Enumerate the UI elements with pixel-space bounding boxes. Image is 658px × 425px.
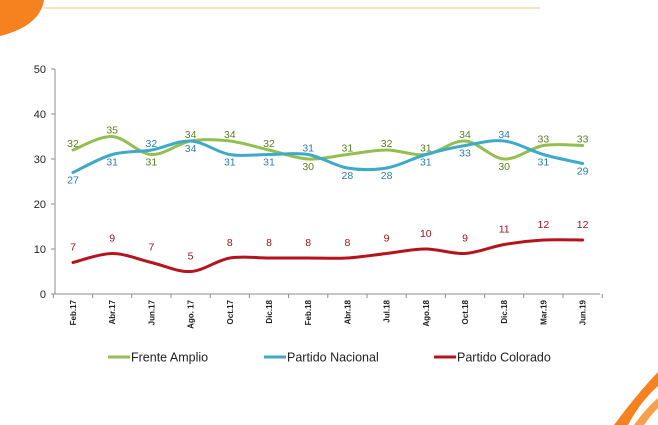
data-label-partido-nacional: 28 — [381, 170, 393, 182]
data-label-frente-amplio: 35 — [106, 125, 118, 137]
x-tick-label: Dic.18 — [265, 299, 274, 323]
data-label-frente-amplio: 31 — [420, 143, 432, 155]
data-label-partido-colorado: 5 — [188, 251, 194, 263]
x-tick-label: Jun.17 — [147, 299, 156, 325]
x-tick-label: Ago. 17 — [187, 299, 196, 328]
corner-accent-top-left — [0, 0, 44, 36]
x-tick-label: Mar.19 — [539, 299, 548, 324]
x-tick-label: Jul.18 — [383, 299, 392, 322]
x-tick-label: Oct.18 — [461, 299, 470, 324]
legend-label-partido-colorado: Partido Colorado — [457, 351, 551, 365]
y-tick-label: 10 — [34, 244, 46, 256]
series-lines — [71, 134, 585, 274]
data-label-partido-colorado: 11 — [499, 224, 510, 236]
legend-label-frente-amplio: Frente Amplio — [131, 351, 208, 365]
series-line-frente-amplio — [71, 134, 585, 161]
x-tick-label: Ago.18 — [422, 299, 431, 326]
data-label-partido-colorado: 8 — [344, 237, 350, 249]
data-label-partido-colorado: 7 — [148, 242, 154, 254]
y-tick-label: 50 — [34, 64, 46, 76]
data-label-frente-amplio: 33 — [577, 134, 589, 146]
legend: Frente Amplio Partido Nacional Partido Col… — [108, 351, 551, 365]
data-label-partido-colorado: 8 — [227, 237, 233, 249]
data-label-frente-amplio: 34 — [224, 129, 236, 141]
data-label-frente-amplio: 31 — [146, 157, 158, 169]
x-tick-label: Jun.19 — [579, 299, 588, 325]
data-label-frente-amplio: 31 — [342, 143, 354, 155]
corner-accent-bottom-right — [614, 372, 658, 425]
y-ticks: 0 10 20 30 40 50 — [34, 64, 55, 301]
data-label-frente-amplio: 30 — [498, 161, 510, 173]
y-tick-label: 20 — [34, 199, 46, 211]
x-tick-label: Abr.17 — [108, 299, 117, 324]
data-label-frente-amplio: 32 — [263, 138, 275, 150]
data-label-frente-amplio: 32 — [67, 138, 79, 150]
plot-area: 0 10 20 30 40 50 Feb.17 Abr.17 Jun.17 Ago. 17 Oct… — [34, 64, 603, 329]
data-label-partido-nacional: 34 — [185, 143, 197, 155]
data-label-partido-colorado: 12 — [538, 219, 550, 231]
y-tick-label: 30 — [34, 154, 46, 166]
data-labels: 32 35 31 34 34 32 30 31 32 31 34 30 33 33 27 31 32 34 31 31… — [67, 125, 588, 263]
data-label-partido-colorado: 8 — [305, 237, 311, 249]
series-line-partido-colorado — [71, 238, 585, 274]
data-label-partido-nacional: 28 — [342, 170, 354, 182]
data-label-frente-amplio: 33 — [538, 134, 550, 146]
data-label-partido-colorado: 12 — [577, 219, 589, 231]
x-tick-label: Abr.18 — [343, 299, 352, 324]
x-ticks: Feb.17 Abr.17 Jun.17 Ago. 17 Oct.17 Dic.18 Feb… — [52, 294, 603, 329]
data-label-frente-amplio: 32 — [381, 138, 393, 150]
data-label-partido-nacional: 31 — [106, 157, 118, 169]
data-label-partido-nacional: 31 — [420, 157, 432, 169]
data-label-partido-colorado: 9 — [384, 233, 390, 245]
data-label-partido-nacional: 31 — [224, 157, 236, 169]
y-tick-label: 40 — [34, 109, 46, 121]
data-label-partido-nacional: 31 — [263, 157, 275, 169]
data-label-partido-nacional: 31 — [538, 157, 550, 169]
data-label-frente-amplio: 34 — [185, 129, 197, 141]
series-line-partido-nacional — [71, 139, 585, 174]
data-label-partido-nacional: 27 — [67, 175, 79, 187]
x-tick-label: Dic.18 — [500, 299, 509, 323]
data-label-partido-colorado: 7 — [70, 242, 76, 254]
data-label-partido-nacional: 33 — [459, 148, 471, 160]
x-tick-label: Feb.17 — [69, 299, 78, 325]
x-tick-label: Oct.17 — [226, 299, 235, 324]
data-label-partido-colorado: 9 — [462, 233, 468, 245]
data-label-frente-amplio: 34 — [459, 129, 471, 141]
y-tick-label: 0 — [40, 289, 46, 301]
data-label-partido-nacional: 31 — [302, 143, 314, 155]
data-label-partido-nacional: 34 — [498, 129, 510, 141]
x-tick-label: Feb.18 — [304, 299, 313, 325]
data-label-partido-colorado: 10 — [420, 228, 432, 240]
data-label-partido-nacional: 29 — [577, 166, 589, 178]
data-label-partido-nacional: 32 — [146, 138, 158, 150]
data-label-frente-amplio: 30 — [302, 161, 314, 173]
data-label-partido-colorado: 9 — [109, 233, 115, 245]
data-label-partido-colorado: 8 — [266, 237, 272, 249]
legend-label-partido-nacional: Partido Nacional — [287, 351, 379, 365]
